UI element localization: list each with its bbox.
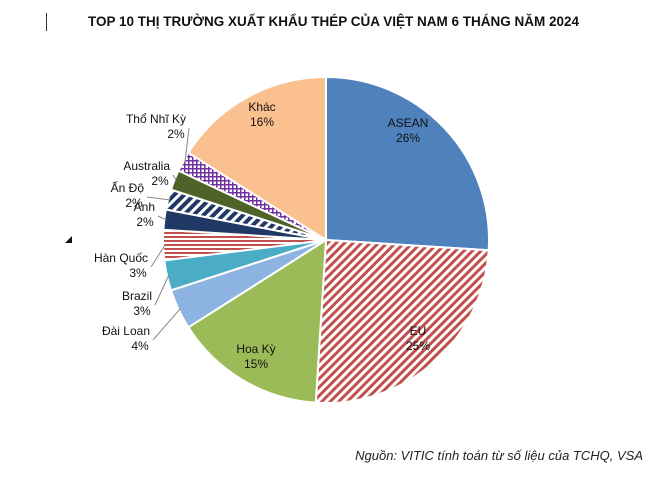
pie-slice-hoa-ky xyxy=(186,238,328,404)
slice-name-brazil: Brazil xyxy=(122,289,152,303)
slice-value-tho-nhi-ky: 2% xyxy=(167,127,185,141)
slice-value-brazil: 3% xyxy=(133,304,151,318)
slice-name-hoa-ky: Hoa Kỳ xyxy=(236,342,275,356)
slice-value-dai-loan: 4% xyxy=(131,339,149,353)
leader-line-an-do xyxy=(146,196,171,201)
leader-line-australia xyxy=(172,174,177,181)
leader-line-dai-loan xyxy=(152,308,181,341)
slice-value-hoa-ky: 15% xyxy=(244,357,268,371)
leader-line-brazil xyxy=(154,274,170,306)
title-separator xyxy=(46,13,47,31)
slice-value-anh: 2% xyxy=(136,215,154,229)
pie-slice-asean xyxy=(325,75,490,252)
slice-value-australia: 2% xyxy=(151,174,169,188)
slice-value-khac: 16% xyxy=(250,115,274,129)
slice-value-eu: 25% xyxy=(406,339,430,353)
slice-name-tho-nhi-ky: Thổ Nhĩ Kỳ xyxy=(126,112,186,126)
pie-slice-khac xyxy=(186,75,327,242)
slice-name-australia: Australia xyxy=(123,159,170,173)
slice-value-han-quoc: 3% xyxy=(129,266,147,280)
source-note: Nguồn: VITIC tính toán từ số liệu của TC… xyxy=(355,448,643,463)
pie-slice-eu xyxy=(314,238,490,404)
leader-line-tho-nhi-ky xyxy=(184,127,190,163)
slice-name-an-do: Ấn Độ xyxy=(111,180,145,195)
chart-title: TOP 10 THỊ TRƯỜNG XUẤT KHẨU THÉP CỦA VIỆ… xyxy=(87,14,580,29)
corner-marker xyxy=(65,236,72,243)
slice-value-asean: 26% xyxy=(396,131,420,145)
slice-name-khac: Khác xyxy=(248,100,275,114)
slice-name-eu: EU xyxy=(410,324,427,338)
slice-value-an-do: 2% xyxy=(125,196,143,210)
leader-line-han-quoc xyxy=(150,244,166,268)
slice-name-anh: Anh xyxy=(134,200,155,214)
slice-name-han-quoc: Hàn Quốc xyxy=(94,251,148,265)
leader-line-anh xyxy=(157,215,167,221)
slice-name-asean: ASEAN xyxy=(388,116,429,130)
slice-name-dai-loan: Đài Loan xyxy=(102,324,150,338)
